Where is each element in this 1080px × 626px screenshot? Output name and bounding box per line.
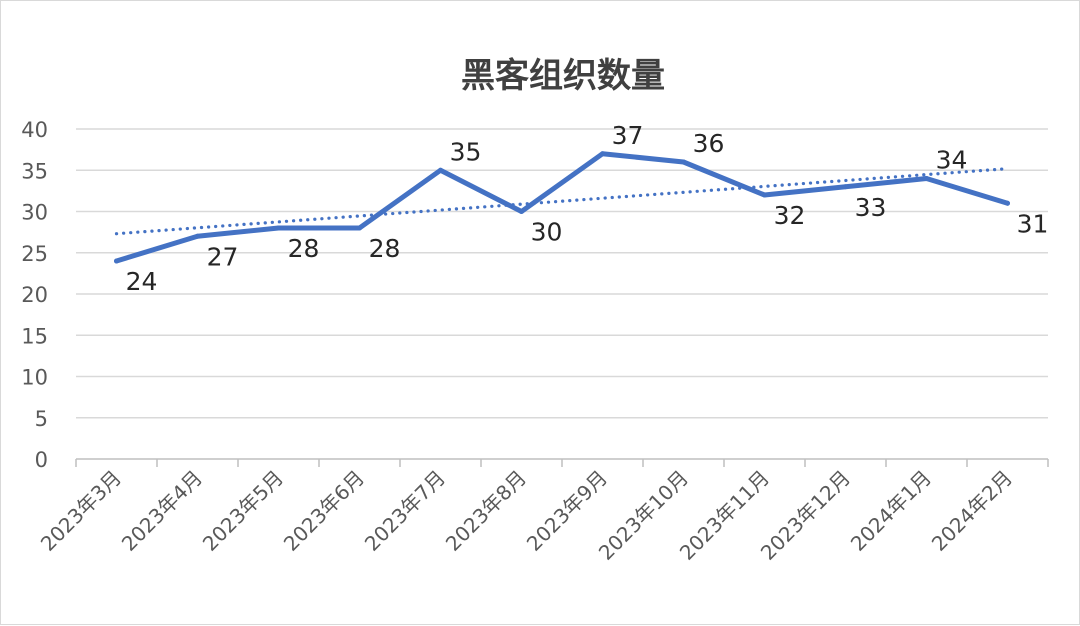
data-label-4: 35 [450,137,482,166]
trendline-layer [114,167,1010,236]
x-tick-label-2: 2023年5月 [198,466,288,556]
data-label-1: 27 [207,242,239,271]
x-tick-label-0: 2023年3月 [36,466,126,556]
data-label-2: 28 [288,234,320,263]
x-tick-label-5: 2023年8月 [441,466,531,556]
data-point-11 [1005,200,1010,206]
x-tick-label-1: 2023年4月 [117,466,207,556]
x-tick-label-10: 2024年1月 [846,466,936,556]
y-tick-label-20: 20 [21,283,48,307]
data-label-7: 36 [693,129,725,158]
data-label-6: 37 [612,121,644,150]
y-tick-label-15: 15 [21,324,48,348]
y-tick-label-10: 10 [21,366,48,390]
data-point-3 [357,225,362,231]
data-label-9: 33 [855,193,887,222]
y-tick-label-5: 5 [35,407,48,431]
data-labels: 24 27 28 28 35 30 37 36 32 33 34 31 [126,121,1049,296]
series-layer [114,151,1010,264]
data-point-5 [519,209,524,214]
data-point-2 [276,225,281,231]
x-tick-label-3: 2023年6月 [279,466,369,556]
data-label-0: 24 [126,267,158,296]
y-tick-label-40: 40 [21,118,48,142]
data-label-3: 28 [369,234,401,263]
y-tick-label-25: 25 [21,242,48,266]
x-tick-label-11: 2024年2月 [927,466,1017,556]
data-label-8: 32 [774,201,806,230]
data-label-11: 31 [1017,209,1049,238]
y-tick-label-35: 35 [21,159,48,183]
data-point-1 [195,233,200,239]
data-point-10 [924,176,929,181]
data-point-7 [681,159,686,165]
series-line [114,151,1010,264]
chart-title: 黑客组织数量 [461,56,665,96]
data-label-10: 34 [936,146,968,175]
data-point-9 [843,184,848,190]
y-tick-label-30: 30 [21,201,48,225]
axes: 05101520253035402023年3月2023年4月2023年5月202… [21,118,1049,565]
data-point-8 [762,192,767,198]
data-point-4 [438,167,443,173]
trendline [114,167,1010,236]
data-point-0 [114,258,119,264]
x-tick-label-4: 2023年7月 [360,466,450,556]
data-point-6 [600,151,605,157]
data-label-5: 30 [531,218,563,247]
y-tick-label-0: 0 [35,448,48,472]
gridlines [76,128,1048,419]
